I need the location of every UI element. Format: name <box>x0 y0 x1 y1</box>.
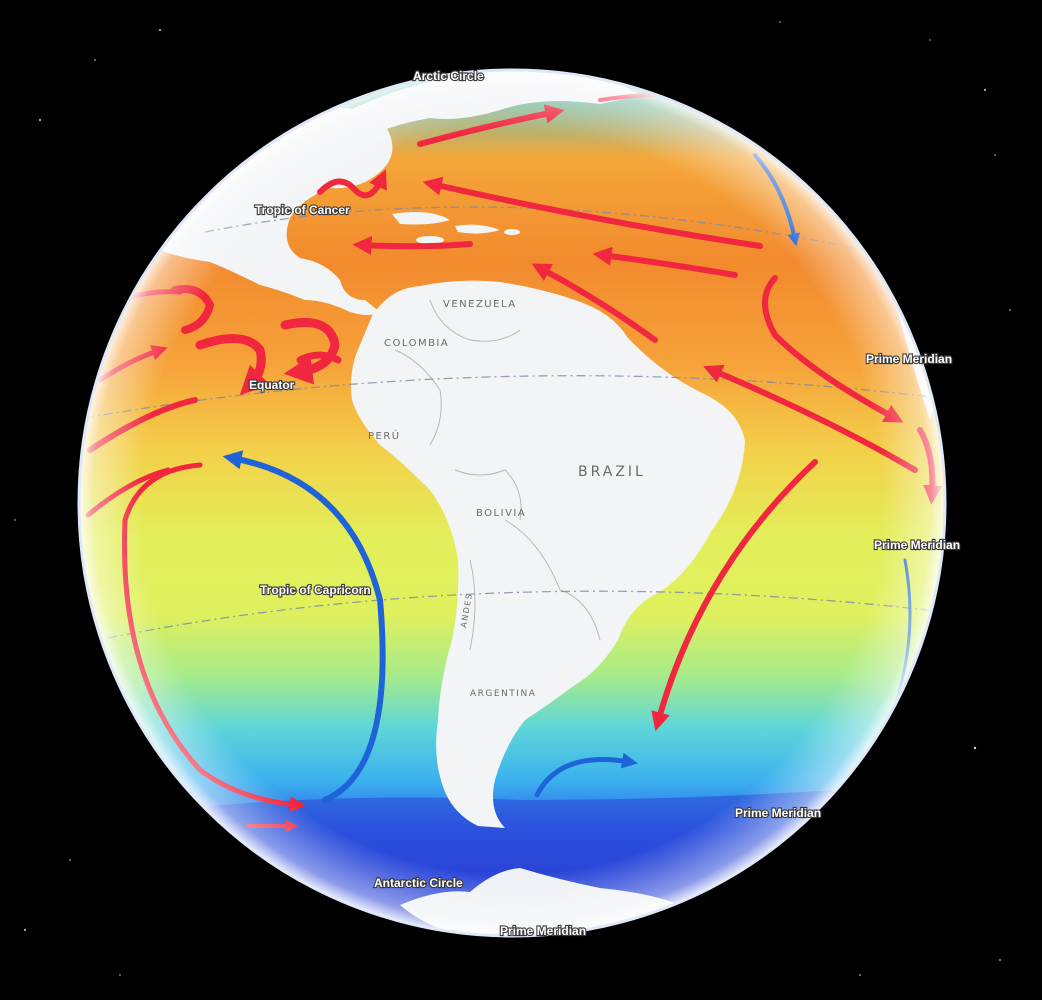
place-labels: Arctic Circle Tropic of Cancer Equator T… <box>248 68 961 939</box>
country-label-venezuela: VENEZUELA <box>443 299 517 310</box>
label-prime-meridian-4: Prime Meridian <box>500 924 586 938</box>
atmosphere-rim <box>80 71 944 935</box>
globe-outline <box>77 68 947 938</box>
label-tropic-of-cancer: Tropic of Cancer <box>255 203 350 217</box>
label-prime-meridian-3: Prime Meridian <box>735 806 821 820</box>
country-label-colombia: COLOMBIA <box>384 338 449 349</box>
label-equator: Equator <box>249 378 295 392</box>
starfield <box>14 21 1011 976</box>
country-label-peru: PERÚ <box>368 429 401 442</box>
country-label-brazil: BRAZIL <box>578 464 646 480</box>
label-prime-meridian-1: Prime Meridian <box>866 352 952 366</box>
label-antarctic-circle: Antarctic Circle <box>374 876 463 890</box>
label-tropic-of-capricorn: Tropic of Capricorn <box>260 583 371 597</box>
country-label-bolivia: BOLIVIA <box>476 508 526 519</box>
label-arctic-circle: Arctic Circle <box>413 69 484 83</box>
label-prime-meridian-2: Prime Meridian <box>874 538 960 552</box>
country-label-argentina: ARGENTINA <box>470 689 536 699</box>
